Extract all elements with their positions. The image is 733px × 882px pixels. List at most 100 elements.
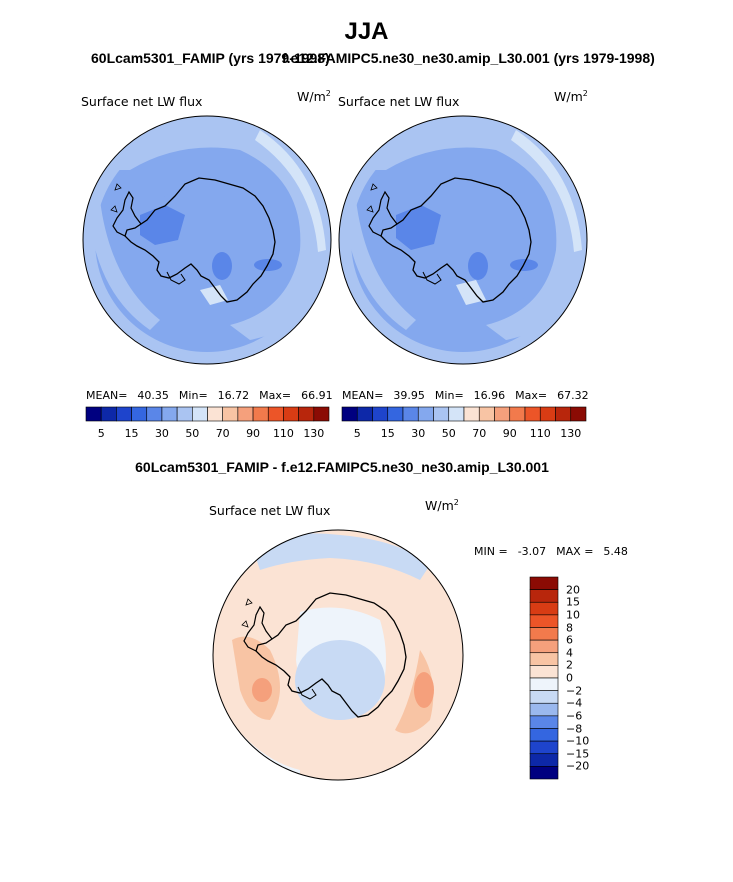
panel2-map — [339, 116, 587, 364]
colorbar-tick-label: 30 — [154, 427, 169, 440]
colorbar-swatch — [529, 715, 559, 729]
colorbar-swatch — [267, 406, 284, 422]
panel1-map — [83, 116, 331, 364]
colorbar-swatch — [529, 702, 559, 717]
colorbar-swatch — [529, 601, 559, 616]
colorbar-swatch — [570, 406, 587, 422]
case-right-title: f.e12.FAMIPC5.ne30_ne30.amip_L30.001 (yr… — [282, 50, 655, 66]
colorbar-level-label: −4 — [566, 696, 583, 710]
panel3-border — [212, 529, 464, 781]
colorbar-swatch — [529, 576, 559, 590]
colorbar-swatch — [237, 406, 254, 422]
season-title: JJA — [344, 18, 389, 45]
panel3-title: Surface net LW flux — [209, 503, 331, 518]
colorbar-tick-label: 5 — [97, 427, 105, 440]
difference-title: 60Lcam5301_FAMIP - f.e12.FAMIPC5.ne30_ne… — [135, 459, 549, 475]
colorbar-swatch — [222, 406, 239, 422]
colorbar-swatch — [529, 677, 559, 691]
colorbar-swatch — [341, 406, 358, 422]
colorbar-swatch — [146, 406, 163, 422]
colorbar-swatch — [207, 406, 223, 422]
colorbar-swatch — [116, 406, 132, 422]
panel2-units: W/m2 — [554, 89, 588, 105]
colorbar-swatch — [463, 406, 480, 422]
colorbar-swatch — [529, 627, 559, 641]
colorbar-swatch — [529, 766, 559, 780]
colorbar-swatch — [529, 753, 559, 767]
colorbar-swatch — [192, 406, 208, 422]
colorbar-tick-label: 70 — [472, 427, 487, 440]
panel3-colorbar — [529, 576, 559, 780]
colorbar-tick-label: 110 — [529, 427, 551, 440]
colorbar-swatch — [539, 406, 556, 422]
colorbar-level-label: 4 — [566, 646, 573, 660]
colorbar-tick-label: 5 — [353, 427, 361, 440]
colorbar-level-label: −8 — [566, 722, 583, 735]
colorbar-swatch — [176, 406, 193, 422]
colorbar-swatch — [529, 690, 559, 704]
colorbar-tick-label: 90 — [246, 427, 261, 440]
panel2-border — [338, 115, 588, 365]
colorbar-swatch — [529, 589, 559, 603]
colorbar-swatch — [509, 406, 526, 422]
colorbar-tick-label: 50 — [185, 427, 200, 440]
colorbar-swatch — [524, 406, 541, 422]
case-left-title: 60Lcam5301_FAMIP (yrs 1979-1998) — [91, 50, 330, 66]
colorbar-swatch — [387, 406, 404, 422]
panel1-units: W/m2 — [297, 89, 331, 105]
colorbar-swatch — [356, 406, 373, 422]
colorbar-level-label: 15 — [566, 595, 580, 609]
colorbar-level-label: −2 — [566, 684, 583, 698]
panel1-colorbar — [85, 406, 330, 422]
colorbar-swatch — [478, 406, 495, 422]
colorbar-swatch — [372, 406, 389, 422]
colorbar-level-label: −20 — [566, 759, 590, 773]
panel2-title: Surface net LW flux — [338, 94, 460, 109]
colorbar-level-label: −6 — [566, 709, 583, 723]
colorbar-tick-label: 110 — [272, 427, 294, 440]
colorbar-level-label: 20 — [566, 583, 580, 597]
colorbar-level-label: 2 — [566, 658, 573, 672]
colorbar-tick-label: 15 — [380, 427, 395, 440]
colorbar-swatch — [555, 406, 572, 422]
colorbar-swatch — [529, 652, 559, 666]
colorbar-level-label: 10 — [566, 608, 580, 622]
colorbar-swatch — [313, 406, 330, 422]
panel1-border — [82, 115, 332, 365]
colorbar-swatch — [402, 406, 419, 422]
colorbar-swatch — [529, 639, 559, 654]
colorbar-level-label: −15 — [566, 747, 590, 761]
colorbar-swatch — [252, 406, 269, 422]
colorbar-level-label: −10 — [566, 734, 590, 748]
colorbar-tick-label: 130 — [303, 427, 325, 440]
colorbar-swatch — [433, 406, 450, 422]
colorbar-swatch — [161, 406, 178, 422]
colorbar-tick-label: 15 — [124, 427, 139, 440]
colorbar-tick-label: 70 — [215, 427, 230, 440]
colorbar-swatch — [494, 406, 511, 422]
colorbar-tick-label: 90 — [502, 427, 517, 440]
panel3-map — [213, 530, 463, 780]
panel1-stats: MEAN= 40.35 Min= 16.72 Max= 66.91 — [86, 389, 333, 402]
colorbar-level-label: 8 — [566, 621, 573, 634]
colorbar-swatch — [417, 406, 434, 422]
colorbar-swatch — [529, 614, 559, 628]
colorbar-level-label: 6 — [566, 633, 573, 647]
colorbar-swatch — [100, 406, 117, 422]
colorbar-swatch — [283, 406, 299, 422]
colorbar-tick-label: 50 — [441, 427, 456, 440]
colorbar-swatch — [448, 406, 465, 422]
colorbar-swatch — [529, 728, 559, 742]
panel3-units: W/m2 — [425, 498, 459, 514]
colorbar-tick-label: 30 — [411, 427, 426, 440]
panel2-colorbar — [341, 406, 587, 422]
colorbar-swatch — [131, 406, 148, 422]
panel3-stats: MIN = -3.07 MAX = 5.48 — [474, 545, 628, 558]
colorbar-swatch — [298, 406, 315, 422]
panel2-stats: MEAN= 39.95 Min= 16.96 Max= 67.32 — [342, 389, 589, 402]
colorbar-level-label: 0 — [566, 671, 573, 685]
colorbar-swatch — [529, 665, 559, 679]
colorbar-swatch — [85, 406, 102, 422]
panel1-title: Surface net LW flux — [81, 94, 203, 109]
